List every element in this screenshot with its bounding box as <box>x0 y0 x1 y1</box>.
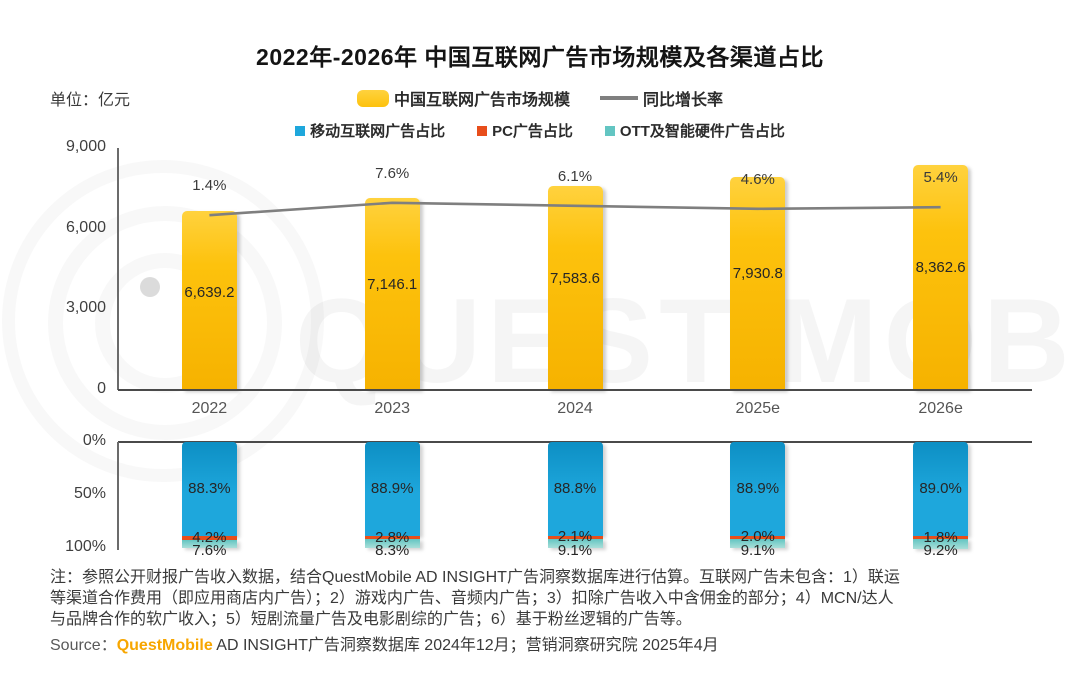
pc-share-label: 2.1% <box>557 528 593 546</box>
legend-label-market-size: 中国互联网广告市场规模 <box>393 92 570 109</box>
pc-swatch-icon <box>477 125 488 136</box>
pc-share-label: 2.8% <box>375 528 410 546</box>
legend-item-growth-rate: 同比增长率 <box>600 86 723 110</box>
footnote-line-1: 注：参照公开财报广告收入数据，结合QuestMobile AD INSIGHT广… <box>50 569 900 586</box>
pc-share-bar <box>364 536 420 540</box>
source-prefix: Source： <box>50 637 117 654</box>
x-axis-label: 2025e <box>735 400 781 417</box>
market-size-bar <box>730 176 786 390</box>
mobile-share-bar <box>730 442 786 537</box>
legend-label-pc: PC广告占比 <box>492 123 573 140</box>
pc-share-label: 1.8% <box>923 528 958 546</box>
ott-share-bar <box>913 538 969 549</box>
x-axis-label: 2026e <box>918 400 963 417</box>
ott-share-label: 9.1% <box>740 541 775 559</box>
y-axis-line <box>117 148 119 390</box>
pc-share-bar <box>730 536 786 539</box>
pc-share-label: 2.0% <box>740 528 775 546</box>
footnote-line-2: 等渠道合作费用（即应用商店内广告）；2）游戏内广告、音频内广告；3）扣除广告收入… <box>50 590 894 607</box>
y-axis-tick-label: 0 <box>97 380 106 397</box>
ott-share-label: 7.6% <box>192 542 227 560</box>
x-axis-label: 2023 <box>374 400 410 417</box>
y-axis-tick-label: 3,000 <box>65 299 106 317</box>
pc-share-bar <box>181 535 237 541</box>
legend-label-mobile: 移动互联网广告占比 <box>310 123 446 140</box>
source-brand: QuestMobile <box>116 637 213 654</box>
mobile-swatch-icon <box>295 125 306 136</box>
y-axis-tick-label: 6,000 <box>65 218 106 236</box>
market-size-bar <box>913 165 969 390</box>
ott-share-bar <box>364 539 420 548</box>
mobile-share-label: 88.3% <box>188 479 231 497</box>
growth-rate-label: 7.6% <box>375 164 410 182</box>
legend-item-mobile: 移动互联网广告占比 <box>295 120 445 141</box>
legend-secondary: 移动互联网广告占比 PC广告占比 OTT及智能硬件广告占比 <box>0 120 1080 141</box>
bar-value-label: 7,583.6 <box>549 269 601 287</box>
footnote-line-3: 与品牌合作的软广收入；5）短剧流量广告及电影剧综的广告；6）基于粉丝逻辑的广告等… <box>50 611 692 628</box>
bar-value-label: 6,639.2 <box>184 283 235 301</box>
footnote: 注：参照公开财报广告收入数据，结合QuestMobile AD INSIGHT广… <box>50 567 1045 630</box>
bar-value-label: 7,146.1 <box>367 276 418 294</box>
mobile-share-bar <box>913 442 969 537</box>
ott-share-label: 9.1% <box>557 541 593 559</box>
growth-rate-line-swatch-icon <box>600 96 638 100</box>
share-y-axis-line <box>117 442 119 550</box>
share-y-axis-tick-label: 0% <box>82 432 106 449</box>
legend-label-ott: OTT及智能硬件广告占比 <box>619 123 785 140</box>
legend-label-growth-rate: 同比增长率 <box>643 92 724 109</box>
y-axis-tick-label: 9,000 <box>65 138 106 155</box>
growth-rate-label: 1.4% <box>192 177 227 195</box>
legend-item-ott: OTT及智能硬件广告占比 <box>604 120 785 141</box>
x-axis-label: 2022 <box>191 400 228 417</box>
legend-item-market-size: 中国互联网广告市场规模 <box>356 86 570 110</box>
ott-share-label: 8.3% <box>375 542 410 560</box>
legend-item-pc: PC广告占比 <box>477 120 573 141</box>
mobile-share-bar <box>181 442 237 536</box>
market-size-bar <box>181 211 237 390</box>
market-size-swatch-icon <box>356 89 389 107</box>
mobile-share-label: 88.8% <box>553 480 597 498</box>
x-axis-line <box>118 389 1032 391</box>
pc-share-label: 4.2% <box>192 528 227 546</box>
page-title: 2022年-2026年 中国互联网广告市场规模及各渠道占比 <box>256 44 824 70</box>
unit-label: 单位：亿元 <box>50 92 131 109</box>
market-size-bar <box>364 197 420 390</box>
watermark-logo-dot <box>140 277 160 297</box>
pc-share-bar <box>547 536 603 539</box>
source-line: Source：QuestMobile AD INSIGHT广告洞察数据库 202… <box>50 631 719 655</box>
mobile-share-bar <box>364 442 420 537</box>
share-y-axis-tick-label: 100% <box>65 538 106 555</box>
mobile-share-label: 89.0% <box>919 480 962 498</box>
share-y-axis-tick-label: 50% <box>73 485 106 502</box>
growth-rate-label: 5.4% <box>923 169 958 187</box>
ott-share-bar <box>730 538 786 549</box>
growth-rate-label: 6.1% <box>557 167 593 185</box>
bar-value-label: 8,362.6 <box>915 258 966 276</box>
source-rest: AD INSIGHT广告洞察数据库 2024年12月；营销洞察研究院 2025年… <box>212 637 719 654</box>
market-size-bar <box>547 186 603 390</box>
ott-share-bar <box>181 540 237 549</box>
legend-primary: 中国互联网广告市场规模 同比增长率 <box>0 86 1080 110</box>
growth-rate-label: 4.6% <box>740 170 775 188</box>
mobile-share-label: 88.9% <box>370 480 414 498</box>
pc-share-bar <box>913 536 969 539</box>
mobile-share-bar <box>547 442 603 537</box>
x-axis-label: 2024 <box>557 400 593 417</box>
ott-share-label: 9.2% <box>923 542 958 560</box>
mobile-share-label: 88.9% <box>736 480 780 498</box>
ott-swatch-icon <box>604 125 615 136</box>
ott-share-bar <box>547 538 603 549</box>
bar-value-label: 7,930.8 <box>732 264 783 282</box>
